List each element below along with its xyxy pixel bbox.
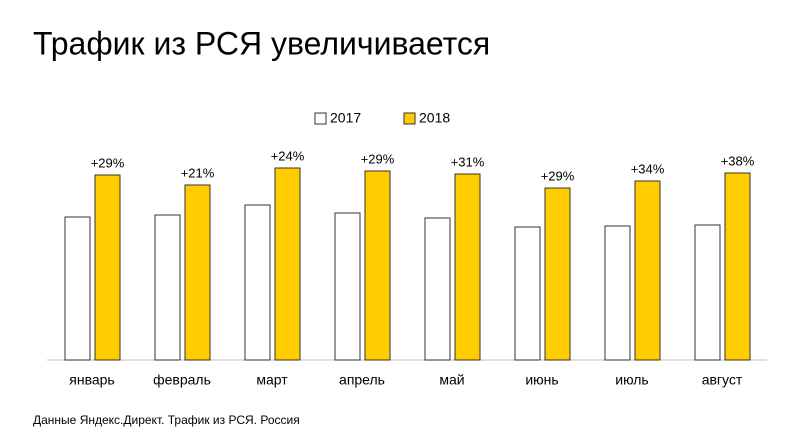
legend-label: 2017 (330, 110, 361, 126)
bar (184, 184, 211, 361)
x-tick-label: май (439, 372, 464, 388)
source-note: Данные Яндекс.Директ. Трафик из РСЯ. Рос… (33, 413, 300, 427)
bar (334, 212, 361, 361)
bar (634, 180, 661, 361)
growth-label: +38% (721, 153, 755, 168)
growth-label: +29% (91, 155, 125, 170)
bar (64, 216, 91, 361)
growth-label: +34% (631, 161, 665, 176)
growth-label: +21% (181, 165, 215, 180)
x-tick-label: июль (615, 372, 648, 388)
x-tick-label: июнь (525, 372, 558, 388)
x-tick-label: февраль (153, 372, 211, 388)
bar (514, 226, 541, 361)
legend-swatch (403, 112, 416, 125)
growth-label: +29% (541, 168, 575, 183)
bar (454, 173, 481, 361)
x-tick-label: март (256, 372, 288, 388)
chart-title: Трафик из РСЯ увеличивается (33, 25, 490, 61)
growth-label: +24% (271, 148, 305, 163)
legend-label: 2018 (419, 110, 450, 126)
bar (244, 204, 271, 361)
growth-label: +29% (361, 151, 395, 166)
growth-label: +31% (451, 154, 485, 169)
bar (694, 224, 721, 361)
x-tick-label: август (702, 372, 743, 388)
bar (154, 214, 181, 361)
x-tick-label: январь (69, 372, 114, 388)
bar (724, 172, 751, 361)
bar (364, 170, 391, 361)
bar (604, 225, 631, 361)
legend-swatch (314, 112, 327, 125)
bar (274, 167, 301, 361)
bar (94, 174, 121, 361)
bar (424, 217, 451, 361)
bar (544, 187, 571, 361)
x-tick-label: апрель (339, 372, 385, 388)
